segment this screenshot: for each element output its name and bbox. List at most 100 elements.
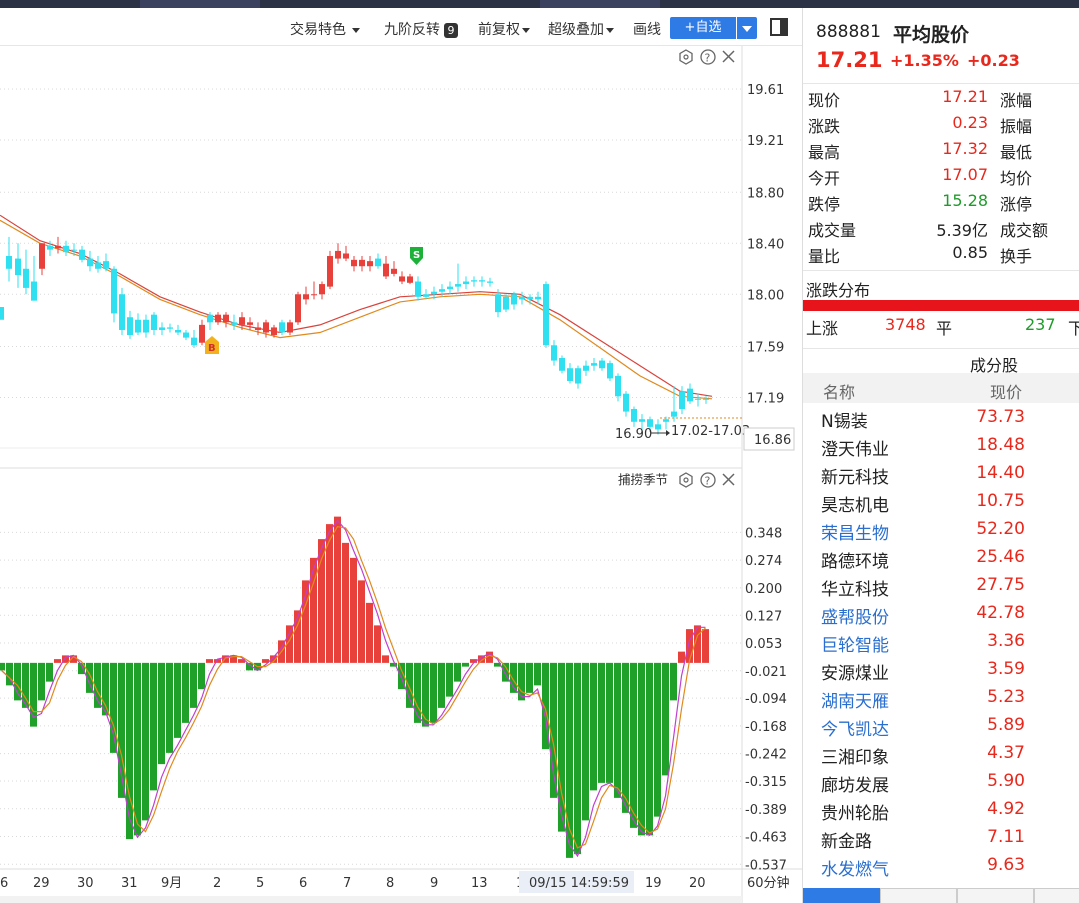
quote-label-secondary: 换手 — [1000, 247, 1033, 266]
indicator-bar — [214, 659, 221, 663]
settings-hex-icon[interactable] — [679, 49, 693, 65]
col-price-header[interactable]: 现价 — [990, 383, 1023, 402]
constituent-row[interactable]: 贵州轮胎 4.92 — [803, 796, 1079, 824]
indicator-bar — [262, 659, 269, 663]
constituent-name[interactable]: 路德环境 — [821, 552, 889, 572]
indicator-bar — [22, 662, 29, 708]
trade-feature-menu[interactable]: 交易特色 — [290, 19, 360, 39]
super-overlay-menu[interactable]: 超级叠加 — [548, 19, 614, 39]
candle-body — [135, 319, 141, 333]
draw-line-button[interactable]: 画线 — [633, 22, 661, 38]
svg-text:S: S — [413, 250, 420, 261]
constituent-row[interactable]: 荣昌生物 52.20 — [803, 516, 1079, 544]
tab-quote[interactable] — [803, 888, 880, 903]
constituent-name[interactable]: 三湘印象 — [821, 748, 889, 768]
price-panel — [0, 46, 742, 448]
candle-body — [559, 358, 565, 371]
help-icon[interactable]: ? — [700, 49, 716, 65]
constituent-row[interactable]: 澄天伟业 18.48 — [803, 432, 1079, 460]
candle-body — [39, 243, 45, 269]
candle-body — [103, 261, 109, 269]
absolute-change: +0.23 — [967, 51, 1020, 70]
indicator-title: 捕捞季节 — [618, 472, 668, 487]
sell-marker[interactable]: S — [410, 247, 423, 265]
top-strip-tab[interactable] — [140, 0, 260, 8]
constituent-row[interactable]: 新元科技 14.40 — [803, 460, 1079, 488]
indicator-tick-label: -0.315 — [745, 775, 787, 790]
constituent-row[interactable]: 安源煤业 3.59 — [803, 656, 1079, 684]
top-strip-tab[interactable] — [540, 0, 660, 8]
constituent-name[interactable]: 安源煤业 — [821, 664, 889, 684]
constituent-row[interactable]: 三湘印象 4.37 — [803, 740, 1079, 768]
constituent-name[interactable]: 澄天伟业 — [821, 440, 889, 460]
quote-label: 涨跌 — [808, 117, 841, 136]
col-name-header[interactable]: 名称 — [823, 383, 856, 402]
constituent-row[interactable]: 华立科技 27.75 — [803, 572, 1079, 600]
indicator-bar — [582, 662, 589, 821]
constituent-name[interactable]: 今飞凯达 — [821, 720, 889, 740]
constituent-row[interactable]: 新金路 7.11 — [803, 824, 1079, 852]
candle-body — [47, 245, 53, 250]
indicator-bar — [654, 662, 661, 817]
indicator-bar — [158, 662, 165, 765]
constituent-name[interactable]: 荣昌生物 — [821, 524, 889, 544]
candle-body — [639, 419, 645, 422]
constituent-name[interactable]: 昊志机电 — [821, 496, 889, 516]
constituent-name[interactable]: 新金路 — [821, 832, 872, 852]
constituent-row[interactable]: 巨轮智能 3.36 — [803, 628, 1079, 656]
constituent-name[interactable]: 湖南天雁 — [821, 692, 889, 712]
candle-body — [247, 322, 253, 325]
constituent-name[interactable]: 巨轮智能 — [821, 636, 889, 656]
constituent-name[interactable]: 廊坊发展 — [821, 776, 889, 796]
indicator-bar — [94, 662, 101, 708]
close-icon[interactable] — [722, 50, 735, 63]
indicator-bar — [38, 662, 45, 701]
indicator-histogram — [0, 516, 709, 858]
constituent-name[interactable]: 贵州轮胎 — [821, 804, 889, 824]
candle-body — [447, 286, 453, 290]
constituent-row[interactable]: 廊坊发展 5.90 — [803, 768, 1079, 796]
constituent-name[interactable]: 盛帮股份 — [821, 608, 889, 628]
nine-step-reversal-button[interactable]: 九阶反转 9 — [384, 19, 458, 39]
constituent-name[interactable]: 水发燃气 — [821, 860, 889, 880]
add-watchlist-dropdown[interactable] — [737, 17, 757, 39]
constituent-row[interactable]: 盛帮股份 42.78 — [803, 600, 1079, 628]
adjust-price-menu[interactable]: 前复权 — [478, 19, 530, 39]
constituent-name[interactable]: 华立科技 — [821, 580, 889, 600]
constituent-row[interactable]: 昊志机电 10.75 — [803, 488, 1079, 516]
period-label[interactable]: 60分钟 — [747, 875, 790, 891]
bottom-tab-strip[interactable] — [0, 896, 742, 903]
indicator-bar — [294, 610, 301, 663]
constituent-row[interactable]: 今飞凯达 5.89 — [803, 712, 1079, 740]
indicator-bar — [614, 662, 621, 798]
constituent-row[interactable]: 路德环境 25.46 — [803, 544, 1079, 572]
date-tick-label: 2 — [213, 876, 221, 891]
indicator-bar — [662, 662, 669, 776]
help-icon[interactable]: ? — [700, 472, 716, 488]
tab-second[interactable] — [880, 888, 957, 903]
indicator-bar — [550, 662, 557, 798]
constituents-header: 名称 现价 — [803, 373, 1079, 403]
constituent-row[interactable]: 湖南天雁 5.23 — [803, 684, 1079, 712]
buy-marker[interactable]: B — [205, 336, 219, 354]
quote-label-secondary: 振幅 — [1000, 117, 1033, 136]
indicator-bar — [222, 655, 229, 663]
settings-hex-icon[interactable] — [679, 472, 693, 488]
constituent-name[interactable]: 新元科技 — [821, 468, 889, 488]
tab-fourth[interactable] — [1034, 888, 1079, 903]
constituent-name[interactable]: N锡装 — [821, 412, 868, 432]
indicator-bar — [166, 662, 173, 753]
candle-body — [295, 294, 301, 323]
candle-body — [575, 368, 581, 384]
candle-body — [471, 280, 477, 282]
constituent-row[interactable]: 水发燃气 9.63 — [803, 852, 1079, 880]
close-icon[interactable] — [722, 473, 735, 486]
tab-third[interactable] — [957, 888, 1034, 903]
panel-toggle-icon[interactable] — [770, 18, 788, 36]
indicator-bar — [630, 662, 637, 828]
add-watchlist-button[interactable]: +自选 — [670, 17, 736, 39]
indicator-bar — [390, 662, 397, 667]
distribution-title: 涨跌分布 — [806, 281, 871, 300]
constituent-row[interactable]: N锡装 73.73 — [803, 404, 1079, 432]
